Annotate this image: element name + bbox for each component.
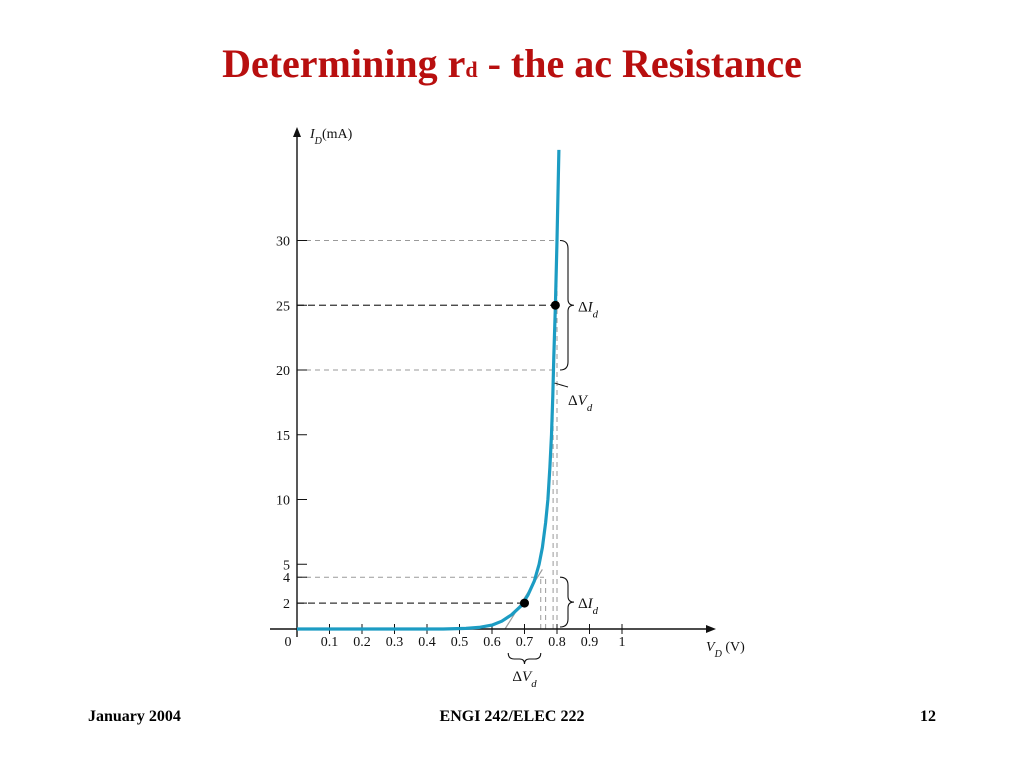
footer-course: ENGI 242/ELEC 222: [439, 708, 585, 725]
x-tick-label-9: 1: [619, 635, 626, 650]
label-delta-i-lower: ΔId: [578, 596, 599, 617]
diode-characteristic-chart: ID(mA) VD (V) 0 0.1 0.2 0.3 0.4 0.5 0.6 0.7 0.8 0.…: [270, 127, 745, 690]
x-axis-arrow: [706, 625, 716, 633]
brace-delta-i-upper: [559, 239, 575, 371]
y-tick-label-0: 2: [283, 597, 290, 612]
slide-title: Determining rd - the ac Resistance: [0, 40, 1024, 87]
title-rest: - the ac Resistance: [477, 41, 802, 86]
x-tick-label-3: 0.4: [418, 635, 436, 650]
y-axis-label: ID(mA): [309, 127, 353, 147]
brace-delta-i-lower: [559, 576, 575, 628]
series-line-0: [297, 149, 561, 631]
axes: ID(mA) VD (V): [270, 127, 745, 660]
tick-marks: 0 0.1 0.2 0.3 0.4 0.5 0.6 0.7 0.8 0.9 1 2 45 10 15 20 25…: [276, 235, 626, 651]
label-delta-v-upper: ΔVd: [568, 393, 593, 414]
label-delta-i-upper: ΔId: [578, 299, 599, 320]
x-tick-label-4: 0.5: [451, 635, 469, 650]
y-tick-label-5: 20: [276, 364, 290, 379]
y-tick-label-2: 5: [283, 558, 290, 573]
label-delta-v-lower: ΔVd: [512, 669, 537, 690]
x-tick-label-8: 0.9: [581, 635, 599, 650]
leader-delta-v-upper: [553, 382, 569, 388]
y-tick-label-1: 4: [283, 571, 290, 586]
guide-lines: [297, 240, 558, 630]
x-tick-label-7: 0.8: [548, 635, 566, 650]
curve-layer: [297, 149, 561, 631]
annotations: ΔId ΔId ΔVd ΔVd: [507, 239, 599, 690]
title-main: Determining r: [222, 41, 466, 86]
footer-date: January 2004: [88, 708, 181, 725]
y-tick-label-6: 25: [276, 299, 290, 314]
x-axis-label: VD (V): [706, 640, 745, 660]
title-subscript: d: [465, 57, 478, 82]
origin-label: 0: [285, 635, 292, 650]
x-tick-label-0: 0.1: [321, 635, 339, 650]
x-tick-label-1: 0.2: [353, 635, 371, 650]
x-tick-label-2: 0.3: [386, 635, 404, 650]
y-axis-arrow: [293, 127, 301, 137]
brace-delta-v-lower: [507, 652, 542, 665]
y-tick-label-3: 10: [276, 494, 290, 509]
x-tick-label-6: 0.7: [516, 635, 534, 650]
operating-point-1: [550, 300, 560, 310]
x-tick-label-5: 0.6: [483, 635, 501, 650]
y-tick-label-4: 15: [276, 429, 290, 444]
y-tick-label-7: 30: [276, 235, 290, 250]
operating-point-0: [520, 598, 529, 608]
footer-page-number: 12: [920, 708, 936, 725]
